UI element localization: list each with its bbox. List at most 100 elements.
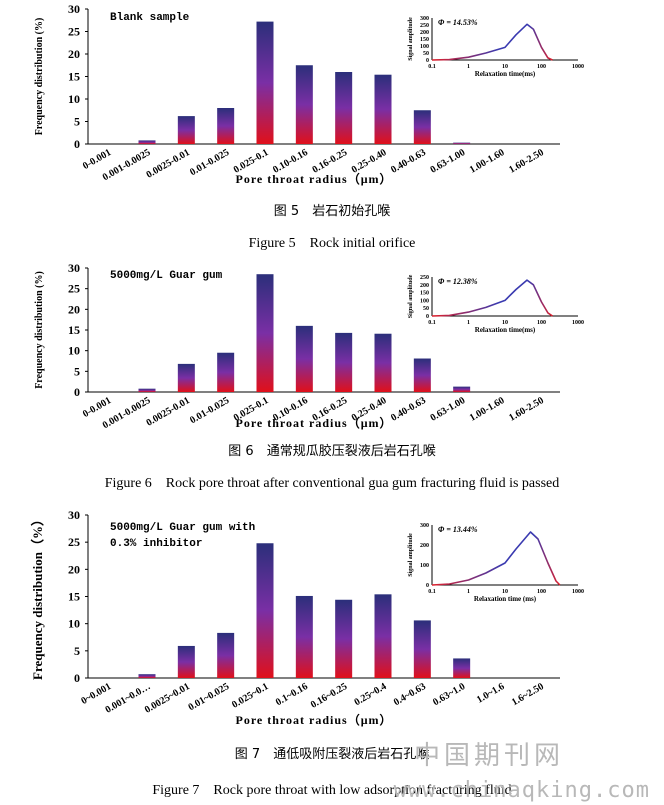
figure-7: 0 5 10 15 20 25 30 Frequency distribution（%） 0~0…: [0, 505, 664, 805]
inset-porosity-label: Φ = 14.53%: [438, 18, 478, 27]
inset-x-tick-label: 1: [467, 64, 470, 70]
inset-y-tick-label: 200: [420, 543, 429, 549]
y-axis-label: Frequency distribution（%）: [30, 513, 45, 680]
y-tick-label: 0: [74, 385, 80, 399]
inset-x-tick-label: 100: [537, 589, 546, 595]
y-axis-label: Frequency distribution (%): [34, 18, 45, 136]
y-tick-label: 15: [68, 323, 80, 337]
bar: [177, 645, 195, 678]
bar: [138, 674, 156, 678]
inset-y-tick-label: 50: [423, 51, 429, 57]
inset-y-tick-label: 0: [426, 314, 429, 320]
inset-y-axis-label: Signal amplitude: [408, 274, 414, 318]
x-tick-label: 0.1~0.16: [274, 681, 310, 708]
figure-7-caption-cn: 图 7 通低吸附压裂液后岩石孔喉: [234, 747, 430, 762]
y-tick-label: 5: [74, 115, 80, 129]
inset-y-tick-label: 300: [420, 16, 429, 22]
y-tick-label: 10: [68, 344, 80, 358]
bar: [335, 72, 353, 144]
x-tick-label: 1.60-2.50: [507, 395, 546, 424]
sample-label: 5000mg/L Guar gum: [110, 270, 223, 282]
y-tick-label: 0: [74, 137, 80, 151]
inset-background: [432, 18, 578, 60]
inset-x-tick-label: 1: [467, 589, 470, 595]
inset-y-tick-label: 50: [423, 306, 429, 312]
inset-x-tick-label: 1000: [572, 320, 584, 326]
x-axis-label: Pore throat radius（μm）: [235, 712, 392, 727]
x-tick-label: 0.01-0.025: [188, 395, 231, 426]
bar: [453, 142, 471, 144]
bar: [138, 388, 156, 392]
inset-x-tick-label: 1: [467, 320, 470, 326]
y-tick-label: 10: [68, 617, 80, 631]
y-tick-label: 25: [68, 25, 80, 39]
inset-x-tick-label: 0.1: [428, 64, 436, 70]
figure-5: 0 5 10 15 20 25 30 Frequency distribution (%) 0-…: [0, 0, 664, 251]
bar: [374, 594, 392, 678]
inset-y-tick-label: 100: [420, 44, 429, 50]
inset-x-tick-label: 1000: [572, 589, 584, 595]
x-tick-label: 0.40-0.63: [389, 395, 428, 424]
bar: [138, 140, 156, 144]
bar: [256, 274, 274, 392]
bar: [217, 352, 235, 392]
watermark-url: www.chinaqking.com: [393, 778, 650, 803]
x-tick-label: 1.00-1.60: [468, 147, 507, 176]
inset-x-tick-label: 1000: [572, 64, 584, 70]
bar: [453, 658, 471, 678]
x-tick-label: 0.63~1.0: [431, 681, 467, 708]
x-tick-label: 0.0025-0.01: [144, 147, 191, 181]
y-tick-label: 20: [68, 47, 80, 61]
watermark-cn: 中国期刊网: [413, 741, 564, 771]
inset-y-tick-label: 150: [420, 37, 429, 43]
bar: [295, 595, 313, 678]
x-tick-label: 0.4~0.63: [392, 681, 428, 708]
bar: [374, 74, 392, 144]
x-tick-label: 1.6~2.50: [510, 681, 546, 708]
inset-y-tick-label: 100: [420, 298, 429, 304]
inset-y-axis-label: Signal amplitude: [408, 533, 414, 577]
y-tick-label: 30: [68, 508, 80, 522]
inset-porosity-label: Φ = 12.38%: [438, 277, 478, 286]
bar: [256, 543, 274, 678]
bar: [177, 363, 195, 392]
y-axis-label: Frequency distribution (%): [34, 271, 45, 389]
inset-y-tick-label: 300: [420, 523, 429, 529]
bar: [453, 386, 471, 392]
x-tick-label: 1.00-1.60: [468, 395, 507, 424]
inset-y-axis-label: Signal amplitude: [408, 17, 414, 61]
inset-x-tick-label: 0.1: [428, 320, 436, 326]
x-axis-label: Pore throat radius（μm）: [235, 171, 392, 186]
inset-y-tick-label: 0: [426, 58, 429, 64]
figure-7-caption-en: Figure 7 Rock pore throat with low adsor…: [152, 783, 512, 798]
y-tick-label: 10: [68, 92, 80, 106]
bar: [177, 116, 195, 144]
inset-x-axis-label: Relaxation time (ms): [474, 595, 537, 603]
inset-x-axis-label: Relaxation time(ms): [475, 326, 536, 334]
y-tick-label: 15: [68, 70, 80, 84]
x-tick-label: 0.0025-0.01: [144, 395, 191, 429]
bar: [374, 333, 392, 392]
y-tick-label: 0: [74, 671, 80, 685]
inset-x-tick-label: 10: [502, 64, 508, 70]
inset-x-axis-label: Relaxation time(ms): [475, 70, 536, 78]
x-tick-label: 0.40-0.63: [389, 147, 428, 176]
x-tick-label: 0.63-1.00: [428, 395, 467, 424]
inset-y-tick-label: 200: [420, 30, 429, 36]
inset-curve: [431, 531, 561, 586]
inset-curve: [431, 23, 553, 61]
x-axis-label: Pore throat radius（μm）: [235, 415, 392, 430]
inset-y-tick-label: 250: [420, 275, 429, 281]
inset-y-tick-label: 150: [420, 291, 429, 297]
x-tick-label: 0.01~0.025: [187, 681, 232, 713]
figure-5-caption-cn: 图 5 岩石初始孔喉: [273, 204, 391, 219]
bar: [217, 632, 235, 678]
bar: [335, 599, 353, 678]
figure-6-caption-cn: 图 6 通常规瓜胶压裂液后岩石孔喉: [228, 444, 436, 459]
y-tick-label: 20: [68, 562, 80, 576]
x-tick-label: 1.0~1.6: [475, 681, 507, 706]
x-tick-label: 0.16~0.25: [309, 681, 349, 711]
